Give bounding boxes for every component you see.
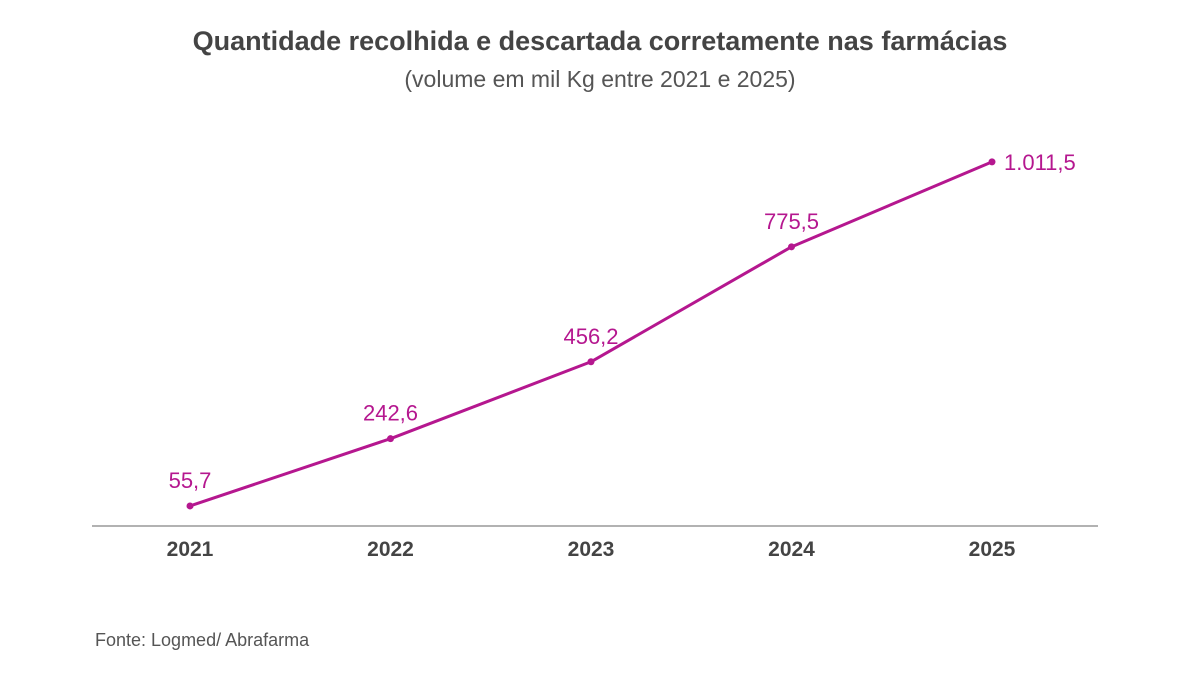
chart-subtitle: (volume em mil Kg entre 2021 e 2025): [404, 66, 796, 92]
data-point: [988, 158, 996, 166]
data-label: 775,5: [764, 209, 819, 234]
data-point: [387, 435, 394, 443]
data-point: [587, 358, 595, 366]
x-tick-label: 2025: [969, 538, 1016, 561]
x-tick-label: 2024: [768, 538, 815, 561]
x-tick-label: 2022: [367, 538, 414, 561]
data-label: 242,6: [363, 401, 418, 426]
data-point: [788, 243, 795, 251]
chart-title: Quantidade recolhida e descartada corret…: [192, 26, 1008, 56]
data-label: 1.011,5: [1004, 150, 1076, 175]
data-label: 456,2: [563, 324, 618, 349]
x-tick-label: 2021: [167, 538, 214, 561]
data-label: 55,7: [169, 468, 212, 493]
x-tick-label: 2023: [568, 538, 615, 561]
source-note: Fonte: Logmed/ Abrafarma: [95, 630, 310, 650]
data-point: [186, 502, 194, 510]
